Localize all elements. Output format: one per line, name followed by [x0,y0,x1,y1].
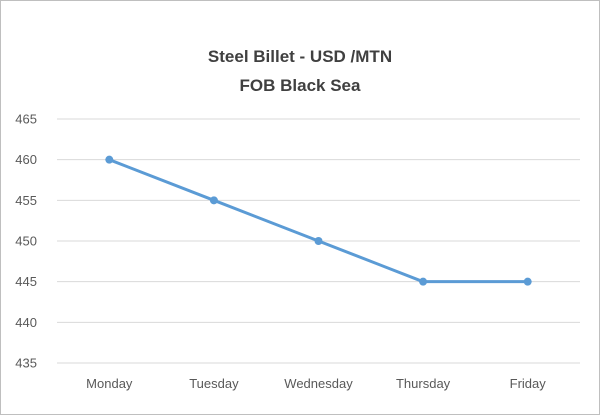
x-tick-label: Tuesday [189,376,239,391]
x-tick-label: Wednesday [284,376,353,391]
y-tick-label: 435 [15,356,37,371]
data-point [209,196,218,205]
data-point [314,237,323,245]
y-tick-label: 450 [15,234,37,249]
x-tick-label: Friday [510,376,547,391]
chart-title-line-1: Steel Billet - USD /MTN [208,47,392,66]
y-tick-label: 445 [15,274,37,289]
y-tick-label: 455 [15,193,37,208]
y-tick-label: 465 [15,112,37,127]
x-tick-label: Thursday [396,376,451,391]
series-line [107,158,530,284]
x-axis-ticks: Monday Tuesday Wednesday Thursday Friday [86,376,546,391]
y-axis-ticks: 435 440 445 450 455 460 465 [15,112,37,371]
chart-title-line-2: FOB Black Sea [240,76,361,95]
gridlines [57,118,580,364]
y-tick-label: 460 [15,152,37,167]
series-layer [105,155,532,286]
x-tick-label: Monday [86,376,133,391]
data-point [419,277,428,286]
data-point [105,155,114,164]
data-point [523,277,532,286]
y-tick-label: 440 [15,315,37,330]
